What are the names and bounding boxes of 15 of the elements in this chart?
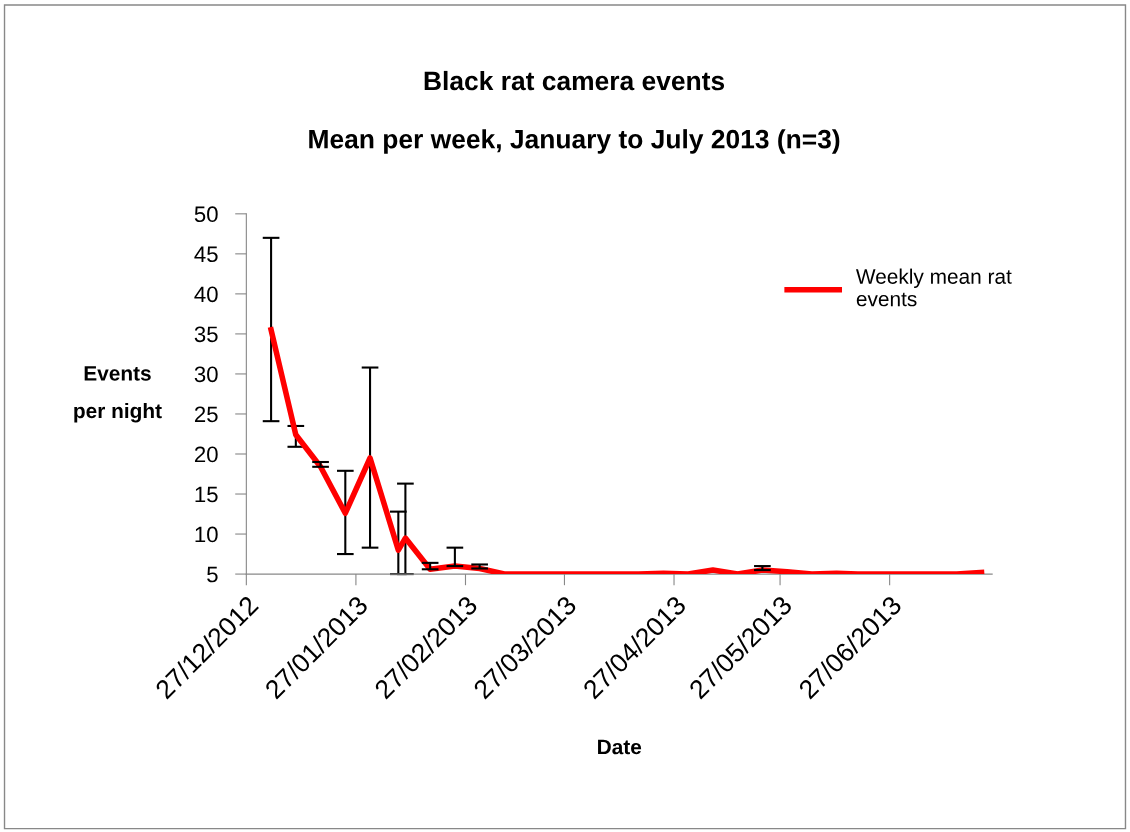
y-tick-label: 10 xyxy=(195,526,218,543)
y-tick-label: 40 xyxy=(194,286,218,303)
y-tick-label: 20 xyxy=(194,446,218,463)
y-tick-label: 25 xyxy=(194,406,218,423)
y-tick-label: 35 xyxy=(194,326,218,343)
y-tick-label: 30 xyxy=(194,366,218,383)
chart-title: Black rat camera events xyxy=(424,70,725,91)
y-tick-label: 50 xyxy=(194,206,218,223)
y-tick-label: 5 xyxy=(207,566,218,583)
y-axis-title: Events per night xyxy=(74,366,162,423)
y-tick-label: 45 xyxy=(194,246,218,263)
chart-subtitle: Mean per week, January to July 2013 (n=3) xyxy=(309,129,840,154)
legend-label: Weekly mean rat events xyxy=(855,268,1012,307)
x-axis-title: Date xyxy=(598,739,642,755)
y-tick-label: 15 xyxy=(195,486,218,503)
